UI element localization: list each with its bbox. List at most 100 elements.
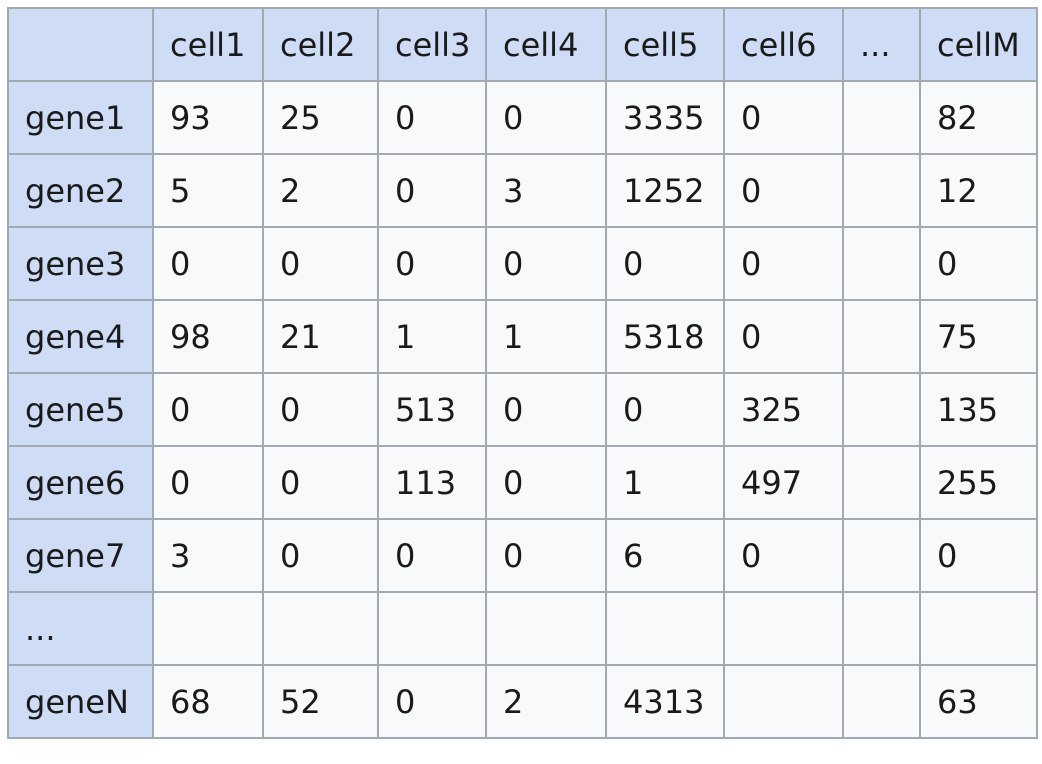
gene-cell-count-table: cell1 cell2 cell3 cell4 cell5 cell6 ... …	[7, 7, 1038, 739]
count-cell: 93	[152, 80, 264, 155]
count-cell: 12	[919, 153, 1038, 228]
count-cell: 75	[919, 299, 1038, 374]
count-cell: 0	[152, 445, 264, 520]
count-cell: 513	[377, 372, 487, 447]
count-cell: 0	[605, 372, 725, 447]
count-cell: 255	[919, 445, 1038, 520]
count-cell	[152, 591, 264, 666]
table-row: geneN 68 52 0 2 4313 63	[7, 664, 1038, 739]
count-cell: 2	[485, 664, 607, 739]
row-header: gene1	[7, 80, 154, 155]
table-row: gene4 98 21 1 1 5318 0 75	[7, 299, 1038, 374]
corner-cell	[7, 7, 154, 82]
count-cell: 5318	[605, 299, 725, 374]
count-cell: 2	[262, 153, 379, 228]
count-cell	[723, 664, 844, 739]
count-cell	[919, 591, 1038, 666]
table-header: cell1 cell2 cell3 cell4 cell5 cell6 ... …	[7, 7, 1038, 82]
row-header: gene4	[7, 299, 154, 374]
count-cell: 0	[723, 518, 844, 593]
count-cell: 3335	[605, 80, 725, 155]
table-body: gene1 93 25 0 0 3335 0 82 gene2 5 2 0 3 1252 0 12 gene3 0…	[7, 80, 1038, 739]
column-header-cell5: cell5	[605, 7, 725, 82]
column-header-cell3: cell3	[377, 7, 487, 82]
column-header-cell4: cell4	[485, 7, 607, 82]
count-cell	[842, 153, 921, 228]
table-row: gene5 0 0 513 0 0 325 135	[7, 372, 1038, 447]
count-cell: 25	[262, 80, 379, 155]
count-cell	[605, 591, 725, 666]
count-cell: 0	[152, 226, 264, 301]
count-cell: 0	[723, 299, 844, 374]
count-cell: 0	[723, 226, 844, 301]
count-cell: 0	[605, 226, 725, 301]
count-cell	[485, 591, 607, 666]
count-cell	[842, 372, 921, 447]
count-cell	[842, 80, 921, 155]
row-header: geneN	[7, 664, 154, 739]
table-row: gene6 0 0 113 0 1 497 255	[7, 445, 1038, 520]
count-cell: 0	[152, 372, 264, 447]
count-cell	[842, 664, 921, 739]
count-cell: 3	[485, 153, 607, 228]
table-row: gene2 5 2 0 3 1252 0 12	[7, 153, 1038, 228]
count-cell: 1	[377, 299, 487, 374]
count-cell: 68	[152, 664, 264, 739]
count-cell: 4313	[605, 664, 725, 739]
count-cell: 63	[919, 664, 1038, 739]
count-cell: 0	[377, 226, 487, 301]
count-cell: 0	[262, 372, 379, 447]
count-cell	[842, 226, 921, 301]
count-cell: 0	[262, 518, 379, 593]
count-cell	[842, 445, 921, 520]
count-cell: 135	[919, 372, 1038, 447]
count-cell: 0	[723, 153, 844, 228]
count-cell: 1	[605, 445, 725, 520]
count-cell: 0	[377, 664, 487, 739]
header-row: cell1 cell2 cell3 cell4 cell5 cell6 ... …	[7, 7, 1038, 82]
column-header-cell1: cell1	[152, 7, 264, 82]
row-header: gene3	[7, 226, 154, 301]
table-row: gene3 0 0 0 0 0 0 0	[7, 226, 1038, 301]
row-header: gene7	[7, 518, 154, 593]
count-cell: 497	[723, 445, 844, 520]
row-header: gene6	[7, 445, 154, 520]
row-header: gene5	[7, 372, 154, 447]
count-cell: 0	[262, 445, 379, 520]
count-cell: 0	[485, 445, 607, 520]
table-row: ...	[7, 591, 1038, 666]
count-cell: 0	[485, 226, 607, 301]
table-row: gene1 93 25 0 0 3335 0 82	[7, 80, 1038, 155]
count-cell: 0	[485, 518, 607, 593]
count-cell: 98	[152, 299, 264, 374]
count-cell: 0	[377, 518, 487, 593]
count-cell: 6	[605, 518, 725, 593]
count-cell: 52	[262, 664, 379, 739]
count-cell	[842, 299, 921, 374]
count-cell: 0	[919, 226, 1038, 301]
table-row: gene7 3 0 0 0 6 0 0	[7, 518, 1038, 593]
count-cell	[377, 591, 487, 666]
row-header: ...	[7, 591, 154, 666]
column-header-ellipsis: ...	[842, 7, 921, 82]
count-cell: 0	[919, 518, 1038, 593]
count-cell: 1252	[605, 153, 725, 228]
count-cell: 0	[723, 80, 844, 155]
count-cell: 5	[152, 153, 264, 228]
column-header-cellM: cellM	[919, 7, 1038, 82]
count-cell: 0	[262, 226, 379, 301]
count-cell: 0	[485, 372, 607, 447]
count-cell: 325	[723, 372, 844, 447]
count-cell: 21	[262, 299, 379, 374]
count-cell: 0	[485, 80, 607, 155]
count-cell: 3	[152, 518, 264, 593]
count-cell	[842, 518, 921, 593]
count-cell: 82	[919, 80, 1038, 155]
row-header: gene2	[7, 153, 154, 228]
count-cell: 0	[377, 80, 487, 155]
count-cell	[842, 591, 921, 666]
count-cell: 113	[377, 445, 487, 520]
count-cell: 0	[377, 153, 487, 228]
count-cell: 1	[485, 299, 607, 374]
column-header-cell6: cell6	[723, 7, 844, 82]
